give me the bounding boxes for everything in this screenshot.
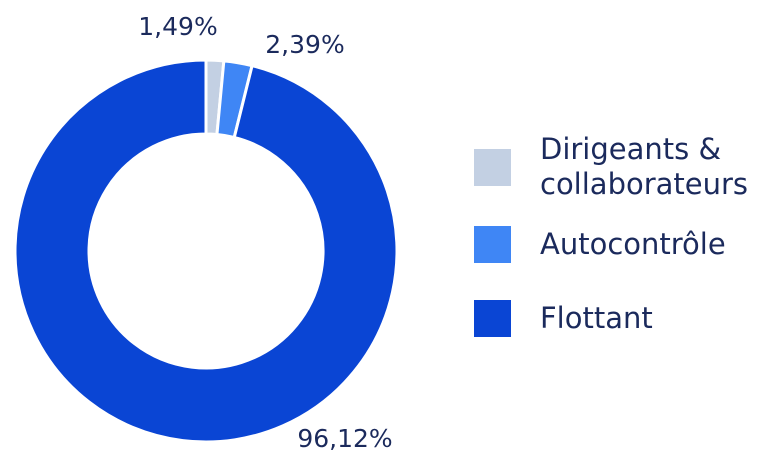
legend-label: Dirigeants & collaborateurs: [540, 132, 749, 201]
legend-item: Dirigeants & collaborateurs: [474, 132, 781, 202]
legend-label: Autocontrôle: [540, 226, 726, 261]
data-label: 1,49%: [138, 12, 217, 41]
legend-swatch: [474, 299, 511, 337]
data-label: 2,39%: [265, 30, 344, 59]
legend-swatch: [474, 225, 511, 263]
donut-slice: [13, 58, 399, 444]
data-label: 96,12%: [297, 424, 392, 453]
legend-label: Flottant: [540, 300, 653, 335]
legend-item: Autocontrôle: [474, 225, 781, 263]
legend-swatch: [474, 148, 511, 186]
legend-item: Flottant: [474, 299, 781, 337]
